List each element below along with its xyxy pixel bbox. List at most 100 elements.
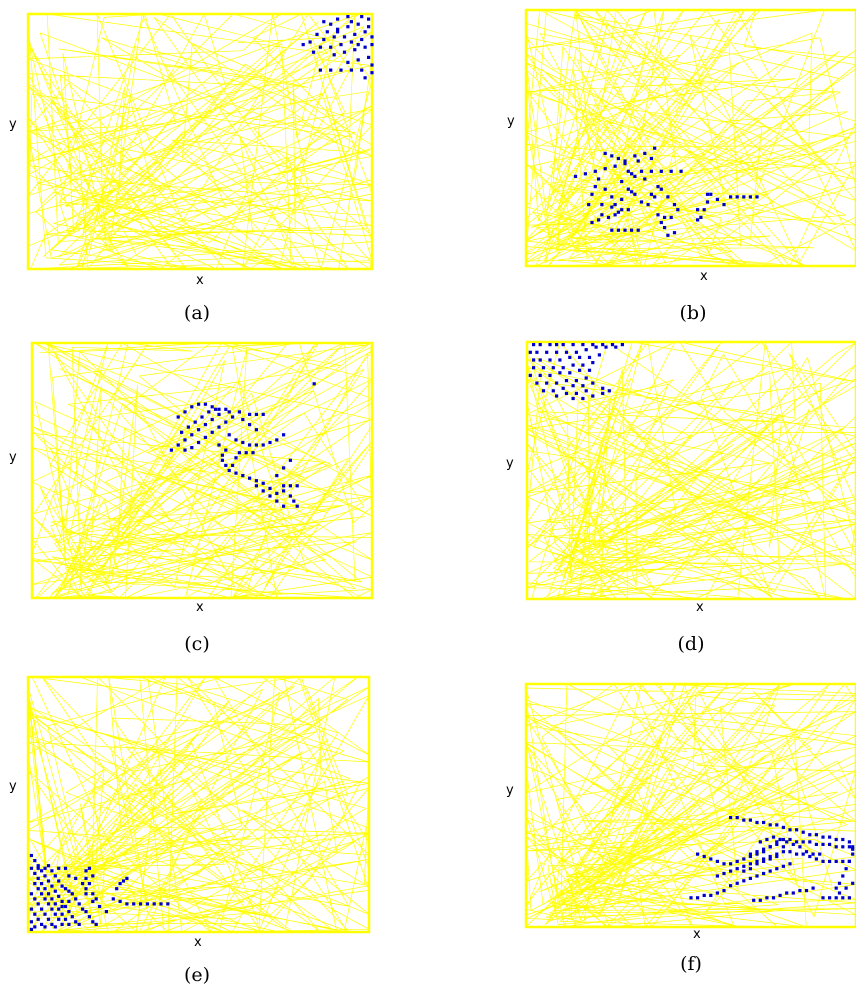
spike-point: [183, 448, 187, 452]
spike-point: [125, 902, 129, 906]
spike-point: [818, 852, 822, 856]
spike-point: [367, 55, 371, 59]
spike-point: [541, 389, 546, 393]
spike-point: [837, 881, 842, 885]
spike-point: [709, 857, 713, 861]
spike-point: [241, 474, 245, 478]
spike-point: [775, 842, 779, 846]
spike-point: [67, 910, 71, 914]
spike-point: [248, 443, 252, 447]
spike-point: [771, 835, 776, 839]
spike-point: [33, 925, 37, 929]
spike-point: [268, 486, 272, 490]
spike-point: [613, 213, 617, 217]
spike-point: [118, 882, 122, 886]
xlabel-e: x: [194, 935, 202, 950]
spike-point: [295, 504, 299, 508]
spike-point: [735, 859, 739, 863]
spike-point: [91, 874, 95, 878]
spike-point: [98, 904, 102, 909]
spike-point: [610, 195, 614, 199]
spike-point: [755, 850, 759, 854]
spike-point: [755, 862, 759, 866]
spike-point: [610, 228, 614, 232]
spike-point: [620, 343, 624, 347]
spike-point: [558, 358, 562, 362]
spike-point: [227, 433, 231, 437]
spike-point: [528, 373, 532, 377]
spike-point: [227, 410, 231, 414]
spike-point: [234, 438, 238, 442]
spike-point: [217, 425, 221, 429]
spike-point: [722, 862, 726, 866]
panel-c: y x (c): [0, 330, 428, 663]
spike-point: [231, 415, 235, 419]
spike-point: [176, 443, 180, 447]
spike-point: [610, 154, 614, 158]
spike-point: [762, 850, 766, 854]
spike-point: [346, 60, 350, 64]
spike-point: [834, 896, 838, 900]
spike-point: [363, 30, 367, 34]
spike-point: [587, 203, 591, 207]
spike-point: [616, 156, 620, 161]
spike-point: [46, 917, 51, 921]
spike-point: [538, 358, 542, 362]
spike-point: [748, 852, 752, 856]
spike-point: [57, 907, 61, 911]
spike-point: [43, 866, 47, 870]
spike-point: [217, 412, 221, 416]
spike-point: [186, 425, 190, 429]
spike-point: [261, 489, 265, 493]
spike-point: [180, 430, 184, 434]
spike-point: [248, 476, 252, 480]
spike-point: [254, 443, 258, 447]
spike-point: [532, 358, 536, 362]
spike-point: [214, 407, 218, 411]
spike-point: [36, 917, 40, 921]
spike-point: [715, 891, 719, 895]
spike-point: [33, 871, 37, 875]
trajectory-line: [27, 676, 370, 933]
spike-point: [573, 174, 578, 178]
spike-point: [40, 907, 44, 911]
spike-point: [748, 195, 752, 199]
spike-point: [649, 192, 653, 196]
spike-point: [633, 154, 637, 158]
spike-point: [241, 417, 245, 422]
spike-point: [762, 847, 766, 851]
spike-point: [231, 463, 235, 467]
spike-point: [288, 494, 292, 498]
spike-point: [50, 897, 54, 901]
spike-point: [851, 852, 855, 856]
spike-point: [94, 897, 98, 901]
spike-point: [70, 915, 74, 919]
spike-point: [60, 899, 64, 903]
spike-point: [702, 893, 706, 897]
spike-point: [535, 381, 539, 385]
spike-point: [53, 874, 57, 878]
spike-point: [60, 922, 64, 926]
spike-point: [851, 845, 855, 849]
spike-point: [53, 925, 57, 929]
spike-point: [53, 912, 57, 916]
spike-point: [584, 376, 588, 380]
spike-point: [821, 859, 825, 863]
spike-point: [282, 466, 286, 470]
caption-f: (f): [680, 953, 702, 975]
spike-point: [349, 68, 353, 72]
spike-point: [649, 156, 653, 161]
spike-point: [561, 386, 565, 390]
spike-point: [821, 896, 825, 900]
spike-point: [742, 879, 746, 883]
spike-point: [722, 203, 726, 207]
spike-point: [254, 428, 258, 432]
spike-point: [722, 871, 726, 876]
spike-point: [851, 847, 855, 851]
spike-point: [87, 866, 91, 870]
spike-point: [363, 76, 367, 80]
spike-point: [322, 37, 326, 42]
spike-point: [561, 343, 565, 347]
spike-point: [679, 169, 683, 173]
spike-point: [282, 489, 286, 493]
